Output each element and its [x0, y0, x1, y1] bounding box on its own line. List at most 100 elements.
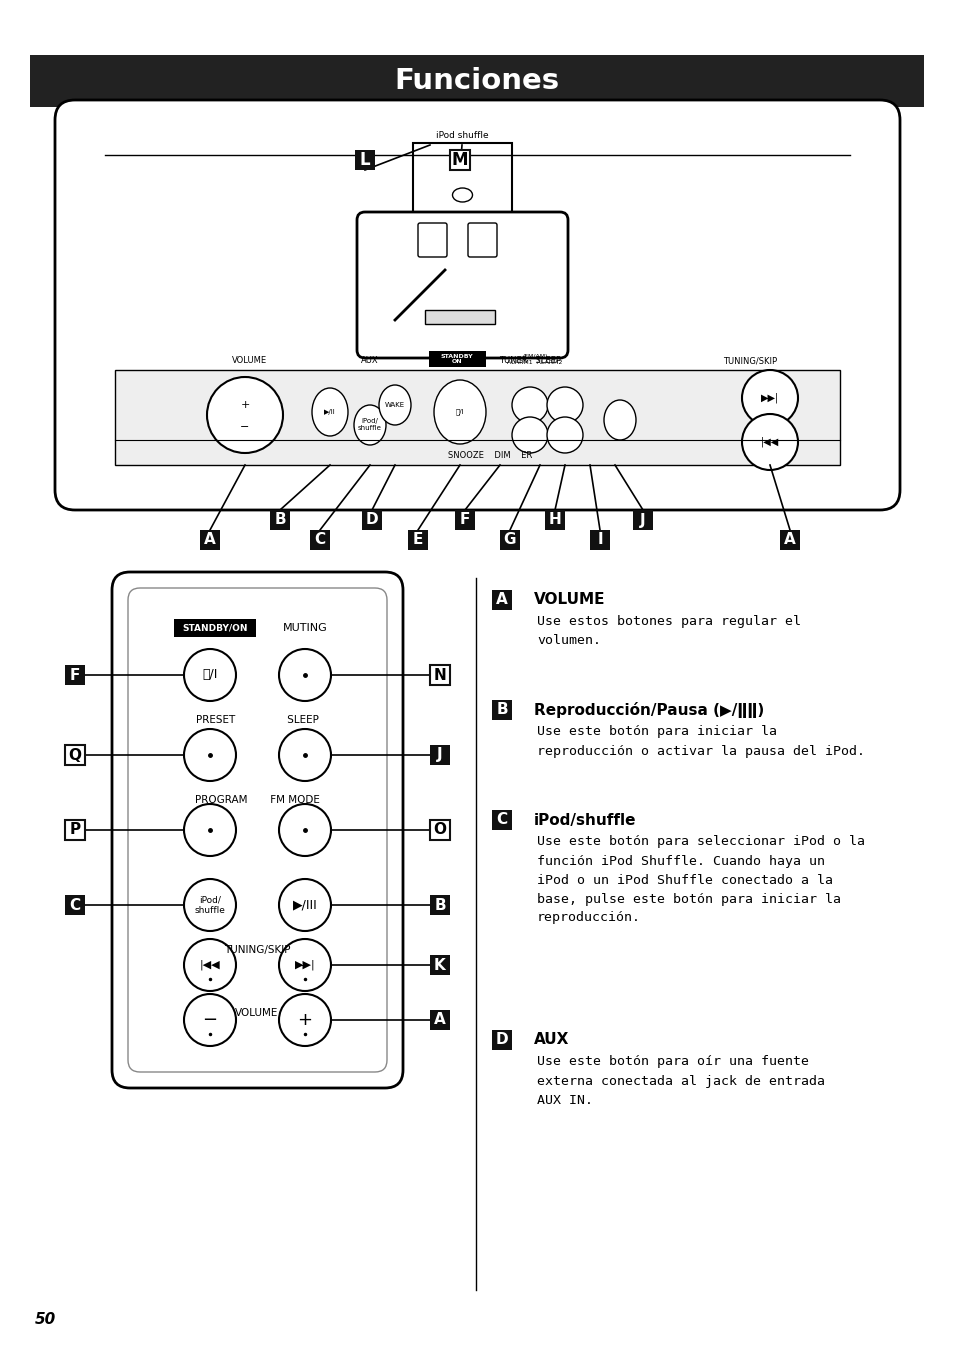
- Text: B: B: [274, 512, 286, 527]
- Text: P: P: [70, 822, 80, 837]
- Text: PRESET                SLEEP: PRESET SLEEP: [195, 715, 318, 725]
- Ellipse shape: [546, 417, 582, 453]
- Text: −: −: [202, 1011, 217, 1028]
- FancyBboxPatch shape: [455, 509, 475, 530]
- Text: ▶▶|: ▶▶|: [294, 959, 315, 970]
- Text: función iPod Shuffle. Cuando haya un: función iPod Shuffle. Cuando haya un: [537, 855, 824, 867]
- Text: Use este botón para iniciar la: Use este botón para iniciar la: [537, 725, 776, 738]
- Circle shape: [184, 729, 235, 780]
- Text: VOLUME: VOLUME: [534, 592, 605, 607]
- Text: ▶/II: ▶/II: [324, 409, 335, 415]
- FancyBboxPatch shape: [430, 955, 450, 976]
- Text: O: O: [433, 822, 446, 837]
- Text: Funciones: Funciones: [394, 66, 559, 95]
- Text: Reproducción/Pausa (▶/ǁǁ): Reproducción/Pausa (▶/ǁǁ): [534, 702, 763, 718]
- FancyBboxPatch shape: [492, 701, 512, 720]
- Text: C: C: [314, 533, 325, 547]
- FancyBboxPatch shape: [544, 509, 564, 530]
- Ellipse shape: [452, 188, 472, 202]
- Circle shape: [278, 879, 331, 931]
- Circle shape: [278, 804, 331, 856]
- Text: F: F: [459, 512, 470, 527]
- Text: TUNING/SKIP: TUNING/SKIP: [224, 944, 290, 955]
- Text: AUX IN.: AUX IN.: [537, 1093, 593, 1107]
- FancyBboxPatch shape: [499, 530, 519, 550]
- Text: AUX: AUX: [361, 356, 378, 364]
- Text: ▶/III: ▶/III: [293, 898, 317, 912]
- Text: G: G: [503, 533, 516, 547]
- FancyBboxPatch shape: [55, 100, 899, 509]
- Text: I: I: [597, 533, 602, 547]
- FancyBboxPatch shape: [355, 150, 375, 169]
- Circle shape: [278, 995, 331, 1046]
- Text: E: E: [413, 533, 423, 547]
- Text: SNOOZE    DIM    ER: SNOOZE DIM ER: [447, 450, 532, 459]
- Ellipse shape: [378, 385, 411, 425]
- FancyBboxPatch shape: [430, 665, 450, 686]
- FancyBboxPatch shape: [633, 509, 652, 530]
- FancyBboxPatch shape: [270, 509, 290, 530]
- Circle shape: [184, 804, 235, 856]
- FancyBboxPatch shape: [356, 211, 567, 358]
- Circle shape: [207, 377, 283, 453]
- Text: |◀◀: |◀◀: [199, 959, 220, 970]
- Text: A: A: [496, 592, 507, 607]
- FancyBboxPatch shape: [115, 370, 840, 465]
- Circle shape: [278, 939, 331, 991]
- Text: J: J: [639, 512, 645, 527]
- Text: L: L: [359, 150, 370, 169]
- Text: Use este botón para seleccionar iPod o la: Use este botón para seleccionar iPod o l…: [537, 836, 864, 848]
- FancyBboxPatch shape: [310, 530, 330, 550]
- Ellipse shape: [354, 405, 386, 444]
- FancyBboxPatch shape: [430, 1009, 450, 1030]
- Text: VOLUME: VOLUME: [235, 1008, 278, 1018]
- Circle shape: [741, 415, 797, 470]
- Circle shape: [278, 729, 331, 780]
- FancyBboxPatch shape: [65, 896, 85, 915]
- Text: 50: 50: [35, 1313, 56, 1328]
- Text: MUTING: MUTING: [282, 623, 327, 633]
- Text: WAKE: WAKE: [384, 402, 405, 408]
- Text: volumen.: volumen.: [537, 634, 600, 648]
- Text: VOLUME: VOLUME: [233, 356, 267, 364]
- Text: iPod o un iPod Shuffle conectado a la: iPod o un iPod Shuffle conectado a la: [537, 874, 832, 886]
- Text: B: B: [434, 897, 445, 912]
- Circle shape: [278, 649, 331, 701]
- FancyBboxPatch shape: [65, 820, 85, 840]
- Text: +: +: [240, 400, 250, 411]
- FancyBboxPatch shape: [430, 745, 450, 766]
- FancyBboxPatch shape: [589, 530, 609, 550]
- Text: externa conectada al jack de entrada: externa conectada al jack de entrada: [537, 1075, 824, 1088]
- Text: C: C: [496, 813, 507, 828]
- FancyBboxPatch shape: [408, 530, 428, 550]
- Circle shape: [184, 939, 235, 991]
- Text: Q: Q: [69, 748, 81, 763]
- FancyBboxPatch shape: [128, 588, 387, 1072]
- Text: N: N: [434, 668, 446, 683]
- Ellipse shape: [512, 417, 547, 453]
- Text: (FM/AM)
ALARM1  ALARM2: (FM/AM) ALARM1 ALARM2: [507, 354, 562, 364]
- FancyBboxPatch shape: [200, 530, 220, 550]
- Text: TUNING/SKIP: TUNING/SKIP: [722, 356, 777, 364]
- Text: K: K: [434, 958, 445, 973]
- Text: iPod: iPod: [452, 358, 472, 369]
- Ellipse shape: [434, 379, 485, 444]
- Text: reproducción o activar la pausa del iPod.: reproducción o activar la pausa del iPod…: [537, 744, 864, 757]
- Text: B: B: [496, 702, 507, 718]
- Circle shape: [184, 649, 235, 701]
- FancyBboxPatch shape: [173, 619, 255, 637]
- Text: PROGRAM       FM MODE: PROGRAM FM MODE: [194, 795, 319, 805]
- Text: −: −: [240, 421, 250, 432]
- FancyBboxPatch shape: [492, 810, 512, 831]
- FancyBboxPatch shape: [65, 665, 85, 686]
- Text: base, pulse este botón para iniciar la: base, pulse este botón para iniciar la: [537, 893, 841, 905]
- Text: M: M: [452, 150, 468, 169]
- FancyBboxPatch shape: [30, 56, 923, 107]
- Text: C: C: [70, 897, 80, 912]
- Text: reproducción.: reproducción.: [537, 912, 640, 924]
- Text: ▶▶|: ▶▶|: [760, 393, 779, 404]
- FancyBboxPatch shape: [450, 150, 470, 169]
- Text: Use este botón para oír una fuente: Use este botón para oír una fuente: [537, 1056, 808, 1069]
- FancyBboxPatch shape: [430, 896, 450, 915]
- Text: F: F: [70, 668, 80, 683]
